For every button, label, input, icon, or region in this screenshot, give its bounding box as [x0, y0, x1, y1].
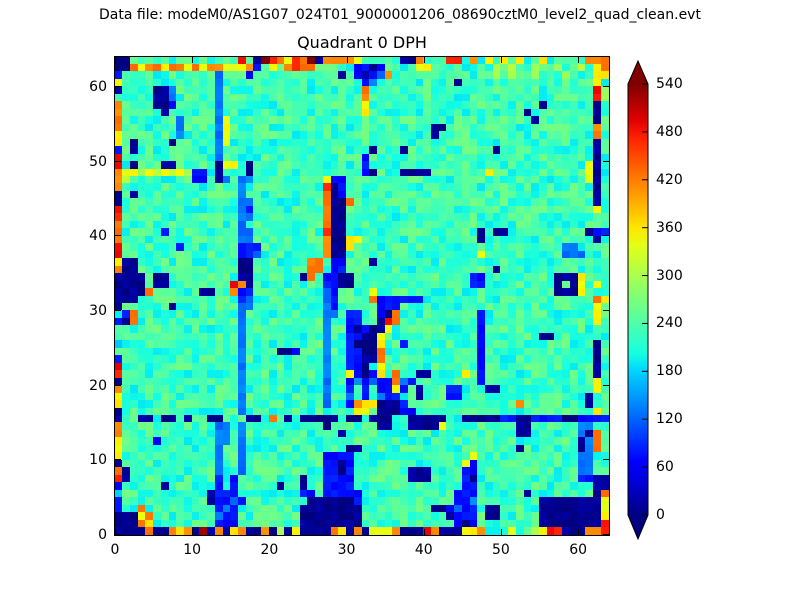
- colorbar-tick-label: 480: [656, 123, 683, 140]
- y-tick-label: 50: [89, 153, 107, 170]
- y-tick-label: 60: [89, 78, 107, 95]
- y-tick-label: 40: [89, 228, 107, 245]
- colorbar-tick-label: 60: [656, 459, 674, 476]
- colorbar-gradient: [627, 59, 649, 541]
- colorbar-tick-label: 300: [656, 267, 683, 284]
- colorbar-tick-label: 240: [656, 315, 683, 332]
- colorbar-tick-label: 180: [656, 363, 683, 380]
- data-file-header: Data file: modeM0/AS1G07_024T01_90000012…: [99, 7, 701, 23]
- x-tick-label: 10: [183, 542, 202, 558]
- x-tick-label: 30: [337, 542, 356, 558]
- y-tick-label: 20: [89, 377, 107, 394]
- y-tick-label: 30: [89, 302, 107, 319]
- plot-area: [114, 56, 610, 536]
- x-tick-label: 50: [492, 542, 510, 558]
- colorbar-tick-label: 540: [656, 76, 683, 92]
- heatmap-canvas: [115, 57, 609, 535]
- colorbar-tick-label: 120: [656, 411, 683, 428]
- x-tick-label: 20: [260, 542, 279, 558]
- y-tick-label: 0: [98, 527, 107, 543]
- chart-title: Quadrant 0 DPH: [297, 33, 427, 52]
- y-tick-label: 10: [89, 452, 107, 469]
- colorbar-tick-label: 0: [656, 507, 665, 523]
- x-tick-label: 60: [569, 542, 588, 558]
- x-tick-label: 40: [414, 542, 433, 558]
- x-tick-label: 0: [110, 542, 120, 558]
- colorbar-tick-label: 360: [656, 219, 683, 236]
- colorbar-tick-label: 420: [656, 171, 683, 188]
